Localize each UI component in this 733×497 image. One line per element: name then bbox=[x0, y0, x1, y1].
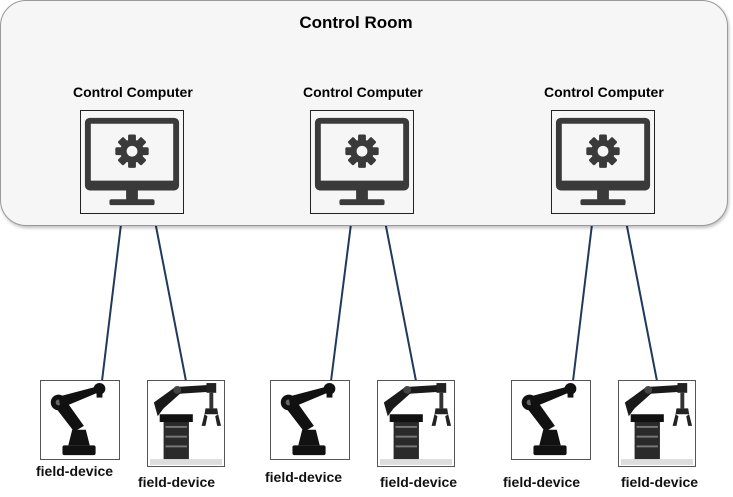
field-device-node[interactable] bbox=[270, 380, 350, 460]
robot-gripper-icon bbox=[149, 383, 223, 465]
link-cc3-device5 bbox=[572, 215, 594, 382]
robot-arm-icon bbox=[280, 382, 336, 456]
robot-gripper-icon bbox=[620, 383, 694, 465]
field-device-node[interactable] bbox=[618, 380, 696, 467]
field-device-label: field-device bbox=[621, 474, 699, 490]
robot-arm-icon bbox=[50, 382, 106, 456]
control-computer-label: Control Computer bbox=[73, 84, 193, 100]
link-cc1-device2 bbox=[153, 215, 187, 382]
field-device-label: field-device bbox=[138, 474, 216, 490]
control-computer-node[interactable] bbox=[310, 110, 414, 214]
monitor-gear-icon bbox=[555, 117, 651, 206]
link-cc2-device3 bbox=[330, 215, 353, 382]
robot-arm-icon bbox=[521, 382, 577, 456]
field-device-label: field-device bbox=[380, 474, 458, 490]
field-device-label: field-device bbox=[265, 469, 343, 485]
monitor-gear-icon bbox=[314, 117, 410, 206]
control-room-title: Control Room bbox=[299, 13, 413, 32]
field-device-node[interactable] bbox=[377, 380, 455, 467]
control-computer-label: Control Computer bbox=[303, 84, 423, 100]
robot-gripper-icon bbox=[379, 383, 453, 465]
field-device-label: field-device bbox=[36, 463, 114, 479]
link-cc1-device1 bbox=[101, 215, 123, 382]
field-device-node[interactable] bbox=[511, 380, 591, 460]
link-cc3-device6 bbox=[624, 215, 658, 382]
control-computer-label: Control Computer bbox=[544, 84, 664, 100]
field-device-node[interactable] bbox=[40, 380, 120, 460]
control-computer-node[interactable] bbox=[551, 110, 655, 214]
field-device-node[interactable] bbox=[147, 380, 225, 467]
control-computer-node[interactable] bbox=[80, 110, 184, 214]
monitor-gear-icon bbox=[84, 117, 180, 206]
field-device-label: field-device bbox=[503, 474, 581, 490]
link-cc2-device4 bbox=[383, 215, 417, 382]
